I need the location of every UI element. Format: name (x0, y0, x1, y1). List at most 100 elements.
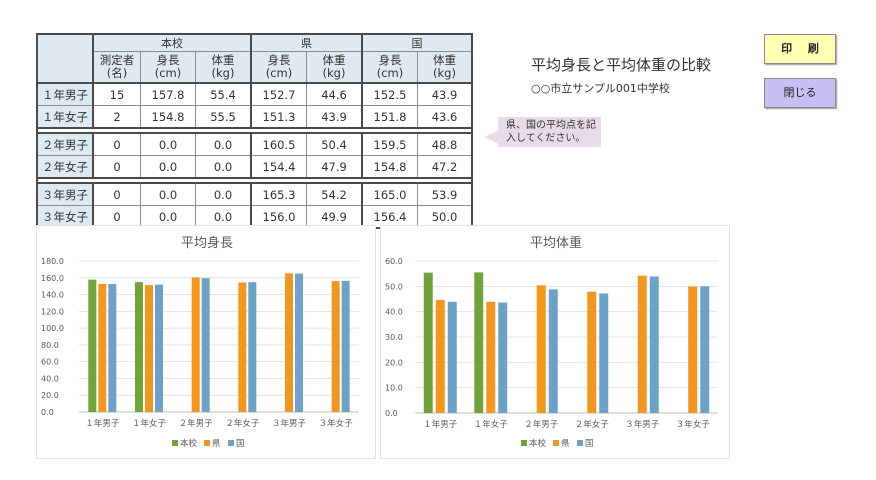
table-cell[interactable]: 15 (92, 82, 141, 106)
bar-prefecture (331, 281, 340, 412)
table-cell[interactable]: 0.0 (195, 182, 252, 206)
y-tick-label: 0.0 (41, 408, 54, 417)
table-cell[interactable]: 151.3 (250, 105, 307, 129)
bar-nation (447, 301, 457, 413)
table-cell[interactable]: 156.0 (250, 205, 307, 229)
y-tick-label: 20.0 (41, 391, 59, 400)
table-cell[interactable]: 156.4 (361, 205, 418, 229)
instruction-callout: 県、国の平均点を記 入してください。 (498, 117, 601, 147)
table-cell[interactable]: 160.5 (250, 132, 307, 156)
table-cell[interactable]: 47.2 (417, 155, 473, 179)
bar-nation (599, 293, 609, 413)
table-cell[interactable]: 157.8 (140, 82, 196, 106)
table-cell[interactable]: 47.9 (306, 155, 363, 179)
print-button[interactable]: 印 刷 (764, 34, 836, 64)
table-cell[interactable]: 154.8 (361, 155, 418, 179)
chart-title: 平均身長 (181, 235, 233, 251)
bar-prefecture (191, 277, 200, 412)
table-cell[interactable]: 154.8 (140, 105, 196, 129)
x-category-label: １年男子 (423, 419, 458, 430)
table-cell[interactable]: 53.9 (417, 182, 473, 206)
table-row: ２年女子 0 0.0 0.0 154.4 47.9 154.8 47.2 (36, 155, 473, 179)
column-header: 身長 (cm) (250, 51, 307, 84)
table-cell[interactable]: 0 (92, 182, 141, 206)
table-cell[interactable]: 55.4 (195, 82, 252, 106)
table-cell[interactable]: 154.4 (250, 155, 307, 179)
bar-nation (155, 284, 163, 412)
column-header: 体重 (kg) (306, 51, 363, 84)
y-tick-label: 0.0 (385, 409, 398, 418)
bar-school (135, 282, 143, 412)
table-cell[interactable]: 44.6 (306, 82, 363, 106)
table-cell[interactable]: 165.3 (250, 182, 307, 206)
legend-label: 本校 (529, 438, 547, 449)
x-category-label: １年女子 (132, 418, 167, 429)
legend-swatch (521, 440, 527, 446)
x-category-label: ２年女子 (575, 419, 610, 430)
table-cell[interactable]: 43.9 (306, 105, 363, 129)
y-tick-label: 40.0 (385, 308, 403, 317)
table-cell[interactable]: 152.5 (361, 82, 418, 106)
x-category-label: ３年男子 (625, 419, 660, 430)
y-tick-label: 40.0 (41, 374, 59, 383)
y-tick-label: 30.0 (385, 333, 403, 342)
table-cell[interactable]: 159.5 (361, 132, 418, 156)
table-cell[interactable]: 0.0 (140, 155, 196, 179)
y-tick-label: 100.0 (41, 324, 64, 333)
bar-nation (201, 278, 210, 412)
callout-tail (484, 130, 499, 144)
bar-prefecture (587, 291, 597, 413)
bar-prefecture (688, 286, 698, 413)
legend-label: 県 (212, 439, 221, 449)
table-cell[interactable]: 0 (92, 132, 141, 156)
row-label: ３年男子 (36, 182, 94, 206)
bar-prefecture (145, 285, 153, 412)
bar-nation (248, 282, 257, 412)
table-cell[interactable]: 43.9 (417, 82, 473, 106)
table-cell[interactable]: 151.8 (361, 105, 418, 129)
bar-nation (108, 284, 117, 412)
bar-prefecture (536, 285, 546, 413)
legend-label: 本校 (180, 438, 198, 449)
x-category-label: ３年女子 (676, 419, 711, 430)
table-cell[interactable]: 0.0 (195, 155, 252, 179)
x-category-label: ２年男子 (179, 418, 214, 429)
table-cell[interactable]: 43.6 (417, 105, 473, 129)
legend-swatch (172, 440, 178, 446)
x-category-label: １年女子 (474, 419, 509, 430)
weight-chart-svg: 平均体重 0.0 10.0 20.0 30.0 40.0 50.0 60.0 １年男子 １年女子 ２… (385, 235, 718, 449)
bar-prefecture (435, 300, 445, 413)
table-row: １年女子 2 154.8 55.5 151.3 43.9 151.8 43.6 (36, 105, 473, 129)
y-tick-label: 120.0 (41, 307, 64, 316)
table-cell[interactable]: 0 (92, 155, 141, 179)
table-cell[interactable]: 152.7 (250, 82, 307, 106)
x-category-label: ２年女子 (225, 418, 260, 429)
table-cell[interactable]: 54.2 (306, 182, 363, 206)
row-label: ２年男子 (36, 132, 94, 156)
table-cell[interactable]: 2 (92, 105, 141, 129)
legend-swatch (553, 440, 559, 446)
row-label: １年女子 (36, 105, 94, 129)
average-weight-chart: 平均体重 0.0 10.0 20.0 30.0 40.0 50.0 60.0 １年男子 １年女子 ２… (380, 225, 730, 459)
height-chart-svg: 平均身長 0.0 20.0 40.0 60.0 80.0 100.0 120.0 140.0 16… (41, 235, 359, 449)
table-cell[interactable]: 50.4 (306, 132, 363, 156)
table-cell[interactable]: 0.0 (140, 182, 196, 206)
table-cell[interactable]: 48.8 (417, 132, 473, 156)
row-label: ２年女子 (36, 155, 94, 179)
bar-prefecture (238, 282, 247, 412)
row-spacer (37, 127, 472, 134)
bar-school (88, 279, 97, 412)
column-header: 身長 (cm) (361, 51, 418, 84)
bar-nation (295, 273, 303, 412)
table-body: １年男子 15 157.8 55.4 152.7 44.6 152.5 43.9 １年女子 2 15… (36, 82, 473, 229)
bar-prefecture (285, 273, 293, 412)
comparison-table: 本校 県 国 測定者 (名) 身長 (cm) 体重 (kg) 身長 (cm) 体重 (kg… (36, 33, 473, 229)
table-cell[interactable]: 0.0 (140, 132, 196, 156)
legend-swatch (228, 440, 234, 446)
table-cell[interactable]: 165.0 (361, 182, 418, 206)
callout-line: 県、国の平均点を記 (506, 120, 596, 131)
close-button[interactable]: 閉じる (764, 78, 836, 108)
y-tick-label: 140.0 (41, 291, 64, 300)
table-cell[interactable]: 0.0 (195, 132, 252, 156)
table-cell[interactable]: 55.5 (195, 105, 252, 129)
